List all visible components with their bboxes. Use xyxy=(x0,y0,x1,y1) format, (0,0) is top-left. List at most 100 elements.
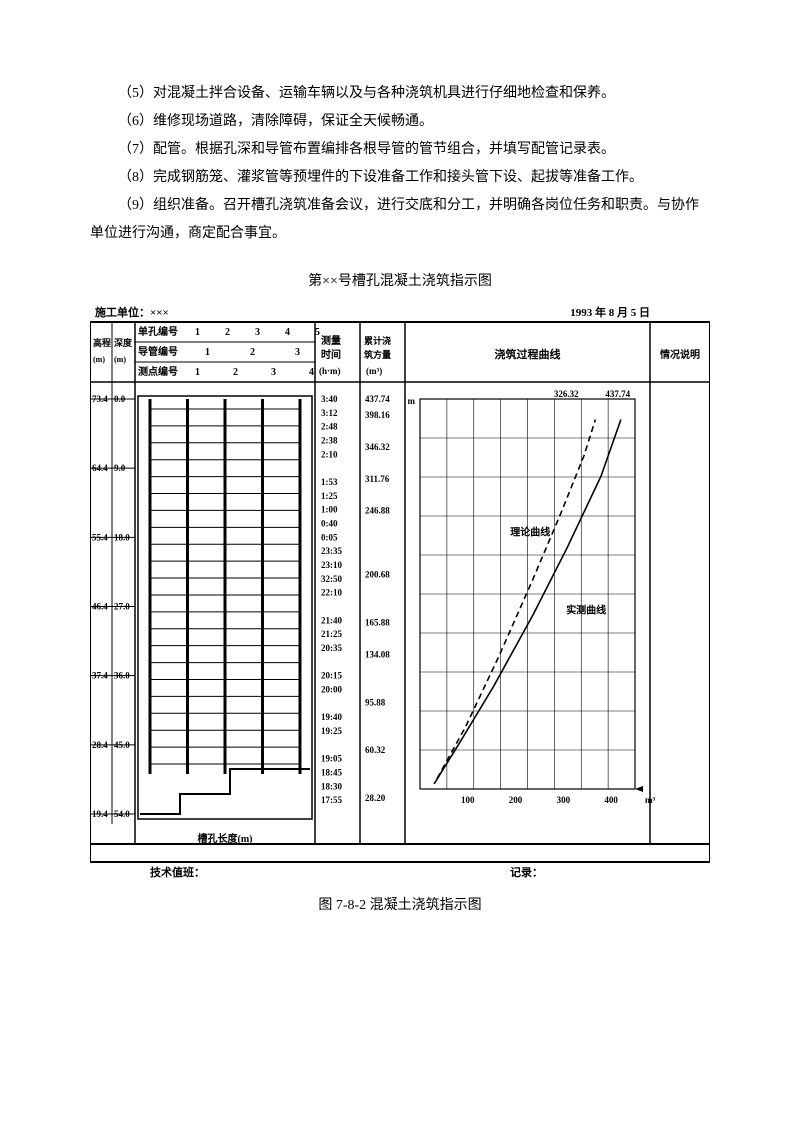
svg-text:m³: m³ xyxy=(645,795,655,805)
svg-text:18:30: 18:30 xyxy=(321,781,342,791)
svg-text:2: 2 xyxy=(250,347,255,358)
svg-text:398.16: 398.16 xyxy=(365,410,390,420)
svg-text:技术值班：: 技术值班： xyxy=(150,865,205,879)
svg-text:3:12: 3:12 xyxy=(321,408,338,418)
svg-text:20:15: 20:15 xyxy=(321,671,342,681)
svg-text:64.4: 64.4 xyxy=(92,463,108,473)
svg-text:2: 2 xyxy=(225,327,230,338)
para-6: （6）维修现场道路，清除障碍，保证全天候畅通。 xyxy=(90,108,710,136)
svg-text:46.4: 46.4 xyxy=(92,602,108,612)
svg-text:54.0: 54.0 xyxy=(114,809,130,819)
svg-text:5: 5 xyxy=(315,327,320,338)
svg-text:3:40: 3:40 xyxy=(321,394,338,404)
svg-text:1:25: 1:25 xyxy=(321,491,338,501)
para-8: （8）完成钢筋笼、灌浆管等预埋件的下设准备工作和接头管下设、起拔等准备工作。 xyxy=(90,164,710,192)
svg-text:32:50: 32:50 xyxy=(321,574,342,584)
svg-text:95.88: 95.88 xyxy=(365,697,386,707)
svg-text:28.4: 28.4 xyxy=(92,740,108,750)
svg-text:55.4: 55.4 xyxy=(92,532,108,542)
diagram-title: 第××号槽孔混凝土浇筑指示图 xyxy=(90,268,710,296)
svg-text:18:45: 18:45 xyxy=(321,768,342,778)
svg-text:18.0: 18.0 xyxy=(114,532,130,542)
svg-text:19:05: 19:05 xyxy=(321,754,342,764)
svg-text:1993 年 8 月 5 日: 1993 年 8 月 5 日 xyxy=(570,305,650,319)
svg-text:0:40: 0:40 xyxy=(321,519,338,529)
svg-text:300: 300 xyxy=(557,795,571,805)
svg-text:19.4: 19.4 xyxy=(92,809,108,819)
svg-text:测量: 测量 xyxy=(321,334,341,347)
svg-text:3: 3 xyxy=(295,347,300,358)
svg-text:17:55: 17:55 xyxy=(321,795,342,805)
svg-text:(m): (m) xyxy=(93,355,105,364)
svg-text:高程: 高程 xyxy=(93,337,111,348)
svg-text:45.0: 45.0 xyxy=(114,740,130,750)
diagram-caption: 图 7-8-2 混凝土浇筑指示图 xyxy=(90,892,710,920)
svg-text:m: m xyxy=(408,396,416,406)
svg-text:时间: 时间 xyxy=(321,348,341,361)
svg-text:4: 4 xyxy=(285,327,290,338)
svg-text:246.88: 246.88 xyxy=(365,506,390,516)
svg-text:9.0: 9.0 xyxy=(114,463,126,473)
svg-text:施工单位：×××: 施工单位：××× xyxy=(95,305,169,319)
svg-text:346.32: 346.32 xyxy=(365,442,390,452)
svg-text:筑方量: 筑方量 xyxy=(364,349,391,360)
svg-text:1: 1 xyxy=(195,327,200,338)
svg-text:深度: 深度 xyxy=(114,337,133,348)
svg-text:134.08: 134.08 xyxy=(365,649,390,659)
svg-text:2: 2 xyxy=(233,367,238,378)
para-5: （5）对混凝土拌合设备、运输车辆以及与各种浇筑机具进行仔细地检查和保养。 xyxy=(90,80,710,108)
svg-text:73.4: 73.4 xyxy=(92,394,108,404)
svg-text:100: 100 xyxy=(461,795,475,805)
svg-text:2:48: 2:48 xyxy=(321,422,338,432)
svg-text:28.20: 28.20 xyxy=(365,793,386,803)
svg-text:情况说明: 情况说明 xyxy=(660,348,700,361)
svg-text:165.88: 165.88 xyxy=(365,617,390,627)
svg-text:实测曲线: 实测曲线 xyxy=(566,604,606,617)
svg-text:1:53: 1:53 xyxy=(321,477,338,487)
svg-text:200.68: 200.68 xyxy=(365,570,390,580)
svg-text:19:25: 19:25 xyxy=(321,726,342,736)
svg-text:437.74: 437.74 xyxy=(605,389,630,399)
svg-text:1: 1 xyxy=(205,347,210,358)
svg-text:200: 200 xyxy=(509,795,523,805)
svg-text:单孔编号: 单孔编号 xyxy=(138,325,178,338)
svg-text:400: 400 xyxy=(604,795,618,805)
svg-text:21:25: 21:25 xyxy=(321,629,342,639)
svg-text:浇筑过程曲线: 浇筑过程曲线 xyxy=(495,347,561,361)
svg-text:(m): (m) xyxy=(114,355,126,364)
svg-text:2:38: 2:38 xyxy=(321,436,338,446)
svg-text:2:10: 2:10 xyxy=(321,449,338,459)
svg-text:3: 3 xyxy=(271,367,276,378)
svg-text:36.0: 36.0 xyxy=(114,671,130,681)
svg-text:22:10: 22:10 xyxy=(321,588,342,598)
svg-text:60.32: 60.32 xyxy=(365,745,386,755)
svg-text:理论曲线: 理论曲线 xyxy=(510,526,550,539)
svg-text:累计浇: 累计浇 xyxy=(364,335,391,346)
svg-text:3: 3 xyxy=(255,327,260,338)
svg-text:23:10: 23:10 xyxy=(321,560,342,570)
svg-text:437.74: 437.74 xyxy=(365,394,390,404)
svg-text:19:40: 19:40 xyxy=(321,712,342,722)
svg-text:21:40: 21:40 xyxy=(321,615,342,625)
svg-text:326.32: 326.32 xyxy=(554,389,579,399)
svg-text:(m³): (m³) xyxy=(366,366,382,376)
svg-text:0.0: 0.0 xyxy=(114,394,126,404)
svg-text:0:05: 0:05 xyxy=(321,532,338,542)
svg-text:37.4: 37.4 xyxy=(92,671,108,681)
para-9: （9）组织准备。召开槽孔浇筑准备会议，进行交底和分工，并明确各岗位任务和职责。与… xyxy=(90,192,710,248)
svg-text:27.0: 27.0 xyxy=(114,602,130,612)
svg-text:1:00: 1:00 xyxy=(321,505,338,515)
pouring-diagram: 施工单位：×××1993 年 8 月 5 日单孔编号导管编号测点编号123451… xyxy=(90,304,710,884)
svg-text:1: 1 xyxy=(195,367,200,378)
svg-text:测点编号: 测点编号 xyxy=(138,365,178,378)
svg-text:20:35: 20:35 xyxy=(321,643,342,653)
diagram-container: 施工单位：×××1993 年 8 月 5 日单孔编号导管编号测点编号123451… xyxy=(90,304,710,884)
svg-text:导管编号: 导管编号 xyxy=(138,345,178,358)
svg-text:(h·m): (h·m) xyxy=(319,366,341,376)
svg-text:311.76: 311.76 xyxy=(365,474,390,484)
svg-text:4: 4 xyxy=(309,367,314,378)
svg-text:20:00: 20:00 xyxy=(321,685,342,695)
para-7: （7）配管。根据孔深和导管布置编排各根导管的管节组合，并填写配管记录表。 xyxy=(90,136,710,164)
svg-text:记录：: 记录： xyxy=(510,866,543,879)
svg-text:23:35: 23:35 xyxy=(321,546,342,556)
